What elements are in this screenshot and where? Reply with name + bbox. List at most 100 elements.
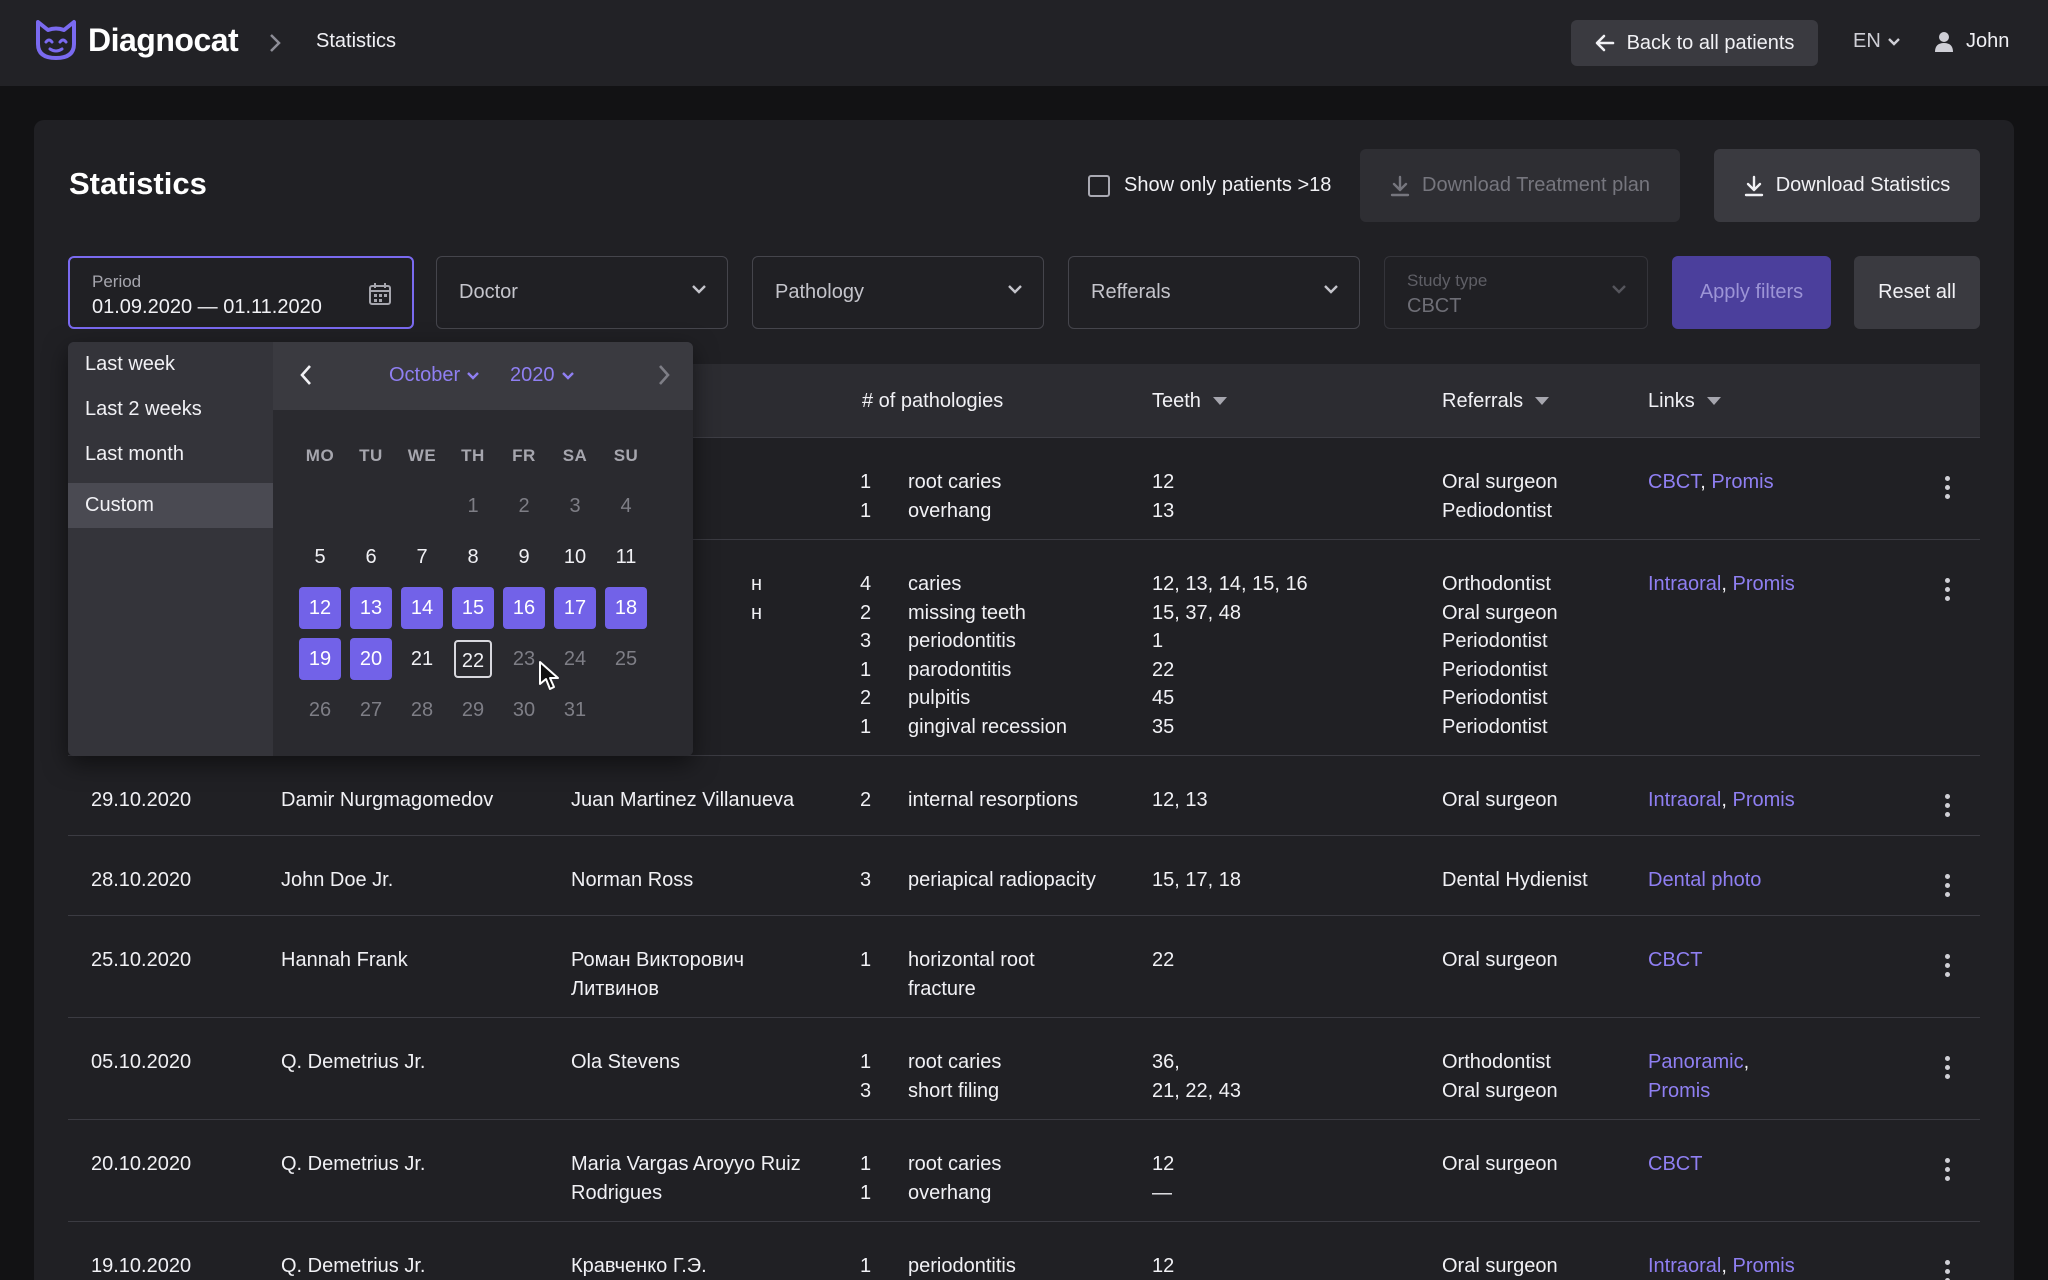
calendar-day-selected[interactable]: 13 (350, 587, 392, 629)
calendar-day-selected[interactable]: 20 (350, 638, 392, 680)
pathology-select[interactable]: Pathology (752, 256, 1044, 329)
diagnocat-logo-icon (36, 20, 76, 60)
month-selector[interactable]: October (389, 364, 480, 387)
table-row[interactable]: 1 1 root caries overhang 12 13 Oral surgeon Ped… (68, 438, 1980, 540)
study-link[interactable]: Dental photo (1648, 869, 1762, 891)
column-header-pathologies[interactable]: # of pathologies (862, 390, 1003, 413)
preset-last-week[interactable]: Last week (85, 353, 176, 375)
study-link[interactable]: Intraoral (1648, 573, 1722, 595)
study-link[interactable]: Promis (1648, 1079, 1711, 1102)
calendar-day[interactable]: 31 (563, 699, 587, 721)
reset-all-button[interactable]: Reset all (1854, 256, 1980, 329)
calendar-day[interactable]: 3 (569, 495, 581, 517)
study-link[interactable]: Intraoral (1648, 1255, 1722, 1277)
row-menu-icon[interactable] (1943, 874, 1951, 897)
study-link[interactable]: Panoramic (1648, 1051, 1744, 1073)
calendar-day[interactable]: 25 (614, 648, 638, 670)
cell-pathology-line: short filing (908, 1079, 1000, 1102)
column-header-links[interactable]: Links (1648, 390, 1721, 413)
menu-dot (1944, 1158, 1950, 1163)
calendar-day[interactable]: 9 (518, 546, 530, 568)
calendar-day[interactable]: 30 (512, 699, 536, 721)
back-to-patients-button[interactable]: Back to all patients (1571, 20, 1818, 66)
chevron-right-icon[interactable] (657, 364, 671, 386)
calendar-day[interactable]: 8 (467, 546, 479, 568)
calendar-day-today[interactable]: 22 (454, 640, 492, 678)
calendar-day[interactable]: 10 (563, 546, 587, 568)
logo[interactable]: Diagnocat (34, 18, 239, 62)
menu-dot (1944, 883, 1950, 888)
adults-only-filter[interactable]: Show only patients >18 (1088, 174, 1331, 197)
calendar-day[interactable]: 28 (410, 699, 434, 721)
study-type-select[interactable]: Study type CBCT (1384, 256, 1648, 329)
calendar-day-selected[interactable]: 12 (299, 587, 341, 629)
table-row[interactable]: 25.10.2020 Hannah Frank Роман Викторович Ли… (68, 916, 1980, 1018)
calendar-day[interactable]: 29 (461, 699, 485, 721)
calendar-day-selected[interactable]: 19 (299, 638, 341, 680)
cell-pathology: root caries overhang (908, 1150, 1001, 1207)
chevron-left-icon[interactable] (299, 364, 313, 386)
table-row[interactable]: 29.10.2020 Damir Nurgmagomedov Juan Martin… (68, 756, 1980, 836)
cell-date: 05.10.2020 (91, 1051, 192, 1073)
calendar-day-selected[interactable]: 16 (503, 587, 545, 629)
table-row[interactable]: 28.10.2020 John Doe Jr. Norman Ross 3 periap… (68, 836, 1980, 916)
period-input[interactable]: Period 01.09.2020 — 01.11.2020 (68, 256, 414, 329)
column-header-teeth[interactable]: Teeth (1152, 390, 1227, 413)
user-menu[interactable]: John (1934, 30, 2009, 53)
calendar-day[interactable]: 2 (518, 495, 530, 517)
column-header-referrals[interactable]: Referrals (1442, 390, 1550, 413)
download-statistics-button[interactable]: Download Statistics (1714, 149, 1980, 222)
study-link[interactable]: Promis (1732, 573, 1795, 595)
calendar-day-selected[interactable]: 14 (401, 587, 443, 629)
row-menu-icon[interactable] (1943, 1158, 1951, 1181)
year-selector[interactable]: 2020 (510, 364, 575, 387)
row-menu-icon[interactable] (1943, 794, 1951, 817)
referrals-select[interactable]: Refferals (1068, 256, 1360, 329)
study-link[interactable]: CBCT (1648, 471, 1701, 493)
study-link[interactable]: CBCT (1648, 1153, 1703, 1175)
language-selector[interactable]: EN (1853, 30, 1901, 53)
table-row[interactable]: н н 4 2 3 1 2 1 caries missing teeth periodontitis… (68, 540, 1980, 756)
calendar-day[interactable]: 5 (314, 546, 326, 568)
table-row[interactable]: 05.10.2020 Q. Demetrius Jr. Ola Stevens 1 3 r… (68, 1018, 1980, 1120)
calendar-day[interactable]: 6 (365, 546, 377, 568)
study-link[interactable]: Promis (1732, 1255, 1795, 1277)
preset-last-month[interactable]: Last month (85, 443, 184, 465)
doctor-select[interactable]: Doctor (436, 256, 728, 329)
calendar-day-selected[interactable]: 18 (605, 587, 647, 629)
table-row[interactable]: 20.10.2020 Q. Demetrius Jr. Maria Vargas A… (68, 1120, 1980, 1222)
row-menu-icon[interactable] (1943, 476, 1951, 499)
calendar-day[interactable]: 23 (512, 648, 536, 670)
study-type-label: Study type (1407, 271, 1488, 290)
calendar-day[interactable]: 21 (410, 648, 434, 670)
cell-pathology-line: periodontitis (908, 1255, 1016, 1277)
calendar-day[interactable]: 1 (467, 495, 479, 517)
chevron-down-icon (467, 371, 480, 380)
apply-filters-button[interactable]: Apply filters (1672, 256, 1831, 329)
table-row[interactable]: 19.10.2020 Q. Demetrius Jr. Кравченко Г.Э.… (68, 1222, 1980, 1280)
calendar-day-selected[interactable]: 17 (554, 587, 596, 629)
download-treatment-plan-button[interactable]: Download Treatment plan (1360, 149, 1680, 222)
cell-teeth-line: 15, 37, 48 (1152, 601, 1241, 624)
calendar-day[interactable]: 27 (359, 699, 383, 721)
study-link[interactable]: Promis (1732, 789, 1795, 811)
preset-custom[interactable]: Custom (68, 483, 273, 528)
row-menu-icon[interactable] (1943, 1056, 1951, 1079)
cell-pathology: root caries overhang (908, 468, 1001, 525)
row-menu-icon[interactable] (1943, 1260, 1951, 1280)
calendar-day-selected[interactable]: 15 (452, 587, 494, 629)
study-link[interactable]: Promis (1711, 471, 1774, 493)
cell-teeth-line: — (1152, 1181, 1172, 1204)
adults-only-checkbox[interactable] (1088, 174, 1110, 197)
study-link[interactable]: Intraoral (1648, 789, 1722, 811)
study-link[interactable]: CBCT (1648, 949, 1703, 971)
calendar-day[interactable]: 24 (563, 648, 587, 670)
calendar-day[interactable]: 4 (620, 495, 632, 517)
calendar-day[interactable]: 26 (308, 699, 332, 721)
calendar-day[interactable]: 7 (416, 546, 428, 568)
calendar-icon[interactable] (368, 282, 392, 306)
row-menu-icon[interactable] (1943, 578, 1951, 601)
row-menu-icon[interactable] (1943, 954, 1951, 977)
calendar-day[interactable]: 11 (615, 546, 637, 568)
preset-last-2-weeks[interactable]: Last 2 weeks (85, 398, 202, 420)
